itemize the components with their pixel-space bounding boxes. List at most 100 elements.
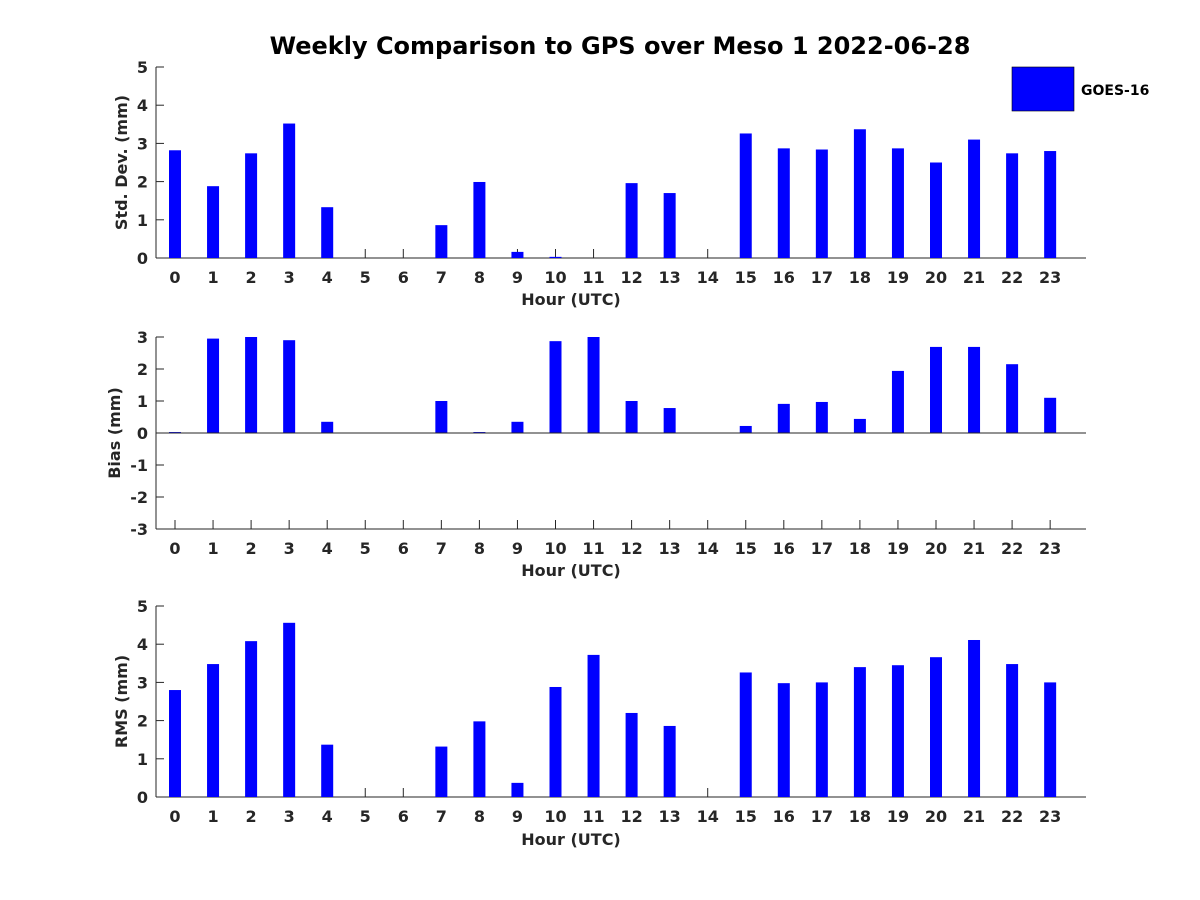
bar xyxy=(511,421,524,433)
bar xyxy=(587,337,600,433)
y-tick-label: 1 xyxy=(137,750,148,769)
x-tick-label: 19 xyxy=(887,539,909,558)
x-tick-label: 20 xyxy=(925,807,947,826)
bar xyxy=(549,686,562,797)
x-tick-label: 13 xyxy=(659,539,681,558)
x-tick-label: 14 xyxy=(697,807,719,826)
x-tick-label: 17 xyxy=(811,268,833,287)
chart-title: Weekly Comparison to GPS over Meso 1 202… xyxy=(270,32,971,60)
bar xyxy=(663,725,676,797)
y-tick-label: 2 xyxy=(137,712,148,731)
x-tick-label: 6 xyxy=(398,268,409,287)
x-tick-label: 9 xyxy=(512,268,523,287)
x-tick-label: 10 xyxy=(544,268,566,287)
y-tick-label: -2 xyxy=(130,488,148,507)
x-tick-label: 10 xyxy=(544,807,566,826)
x-tick-label: 20 xyxy=(925,539,947,558)
y-tick-label: 5 xyxy=(137,597,148,616)
x-tick-label: 8 xyxy=(474,807,485,826)
y-tick-label: 0 xyxy=(137,424,148,443)
y-tick-label: 3 xyxy=(137,134,148,153)
bar xyxy=(777,148,790,258)
y-tick-label: 3 xyxy=(137,328,148,347)
bar xyxy=(625,712,638,797)
x-tick-label: 12 xyxy=(620,539,642,558)
x-tick-label: 7 xyxy=(436,268,447,287)
bar xyxy=(1006,364,1019,433)
bar xyxy=(207,186,220,258)
bar xyxy=(511,782,524,797)
legend-label: GOES-16 xyxy=(1081,83,1149,99)
bar xyxy=(930,346,942,433)
bar xyxy=(625,401,638,433)
bar xyxy=(549,341,562,433)
bar xyxy=(283,622,296,797)
x-tick-label: 7 xyxy=(436,807,447,826)
x-tick-label: 12 xyxy=(620,268,642,287)
x-tick-label: 0 xyxy=(169,807,180,826)
bar xyxy=(245,153,258,258)
bar xyxy=(207,338,220,433)
bar xyxy=(245,337,258,433)
bar xyxy=(853,129,866,258)
bar xyxy=(435,401,448,433)
x-tick-label: 4 xyxy=(322,268,333,287)
bar xyxy=(435,225,448,258)
x-tick-label: 20 xyxy=(925,268,947,287)
x-tick-label: 2 xyxy=(246,268,257,287)
x-axis-label: Hour (UTC) xyxy=(521,830,621,849)
x-tick-label: 15 xyxy=(735,539,757,558)
bar xyxy=(1044,397,1057,433)
bar xyxy=(207,664,220,797)
y-axis-label: Bias (mm) xyxy=(105,387,124,479)
bar xyxy=(815,149,828,258)
x-tick-label: 3 xyxy=(284,268,295,287)
bar xyxy=(283,123,296,258)
x-tick-label: 1 xyxy=(207,268,218,287)
x-tick-label: 1 xyxy=(207,539,218,558)
x-tick-label: 23 xyxy=(1039,539,1061,558)
bar xyxy=(321,744,334,797)
bar xyxy=(1044,151,1057,258)
x-tick-label: 13 xyxy=(659,268,681,287)
x-tick-label: 0 xyxy=(169,268,180,287)
x-tick-label: 8 xyxy=(474,268,485,287)
bar xyxy=(1006,153,1019,258)
bar xyxy=(739,425,752,433)
y-tick-label: 5 xyxy=(137,58,148,77)
x-tick-label: 21 xyxy=(963,807,985,826)
x-tick-label: 2 xyxy=(246,539,257,558)
x-tick-label: 17 xyxy=(811,539,833,558)
x-tick-label: 4 xyxy=(322,539,333,558)
x-tick-label: 17 xyxy=(811,807,833,826)
x-tick-label: 15 xyxy=(735,268,757,287)
x-tick-label: 16 xyxy=(773,539,795,558)
y-tick-label: -3 xyxy=(130,520,148,539)
x-tick-label: 5 xyxy=(360,539,371,558)
x-tick-label: 23 xyxy=(1039,268,1061,287)
x-tick-label: 16 xyxy=(773,807,795,826)
bar xyxy=(930,162,942,258)
bar xyxy=(663,193,676,258)
bar xyxy=(815,401,828,433)
bar xyxy=(473,181,486,258)
x-tick-label: 4 xyxy=(322,807,333,826)
x-tick-label: 19 xyxy=(887,268,909,287)
x-tick-label: 19 xyxy=(887,807,909,826)
bar xyxy=(777,683,790,797)
y-tick-label: -1 xyxy=(130,456,148,475)
x-tick-label: 10 xyxy=(544,539,566,558)
x-tick-label: 16 xyxy=(773,268,795,287)
bar xyxy=(930,657,942,797)
x-axis-label: Hour (UTC) xyxy=(521,561,621,580)
bar xyxy=(435,746,448,797)
x-tick-label: 22 xyxy=(1001,807,1023,826)
x-tick-label: 14 xyxy=(697,268,719,287)
x-tick-label: 22 xyxy=(1001,268,1023,287)
x-tick-label: 18 xyxy=(849,807,871,826)
x-tick-label: 21 xyxy=(963,268,985,287)
bar xyxy=(968,139,981,258)
